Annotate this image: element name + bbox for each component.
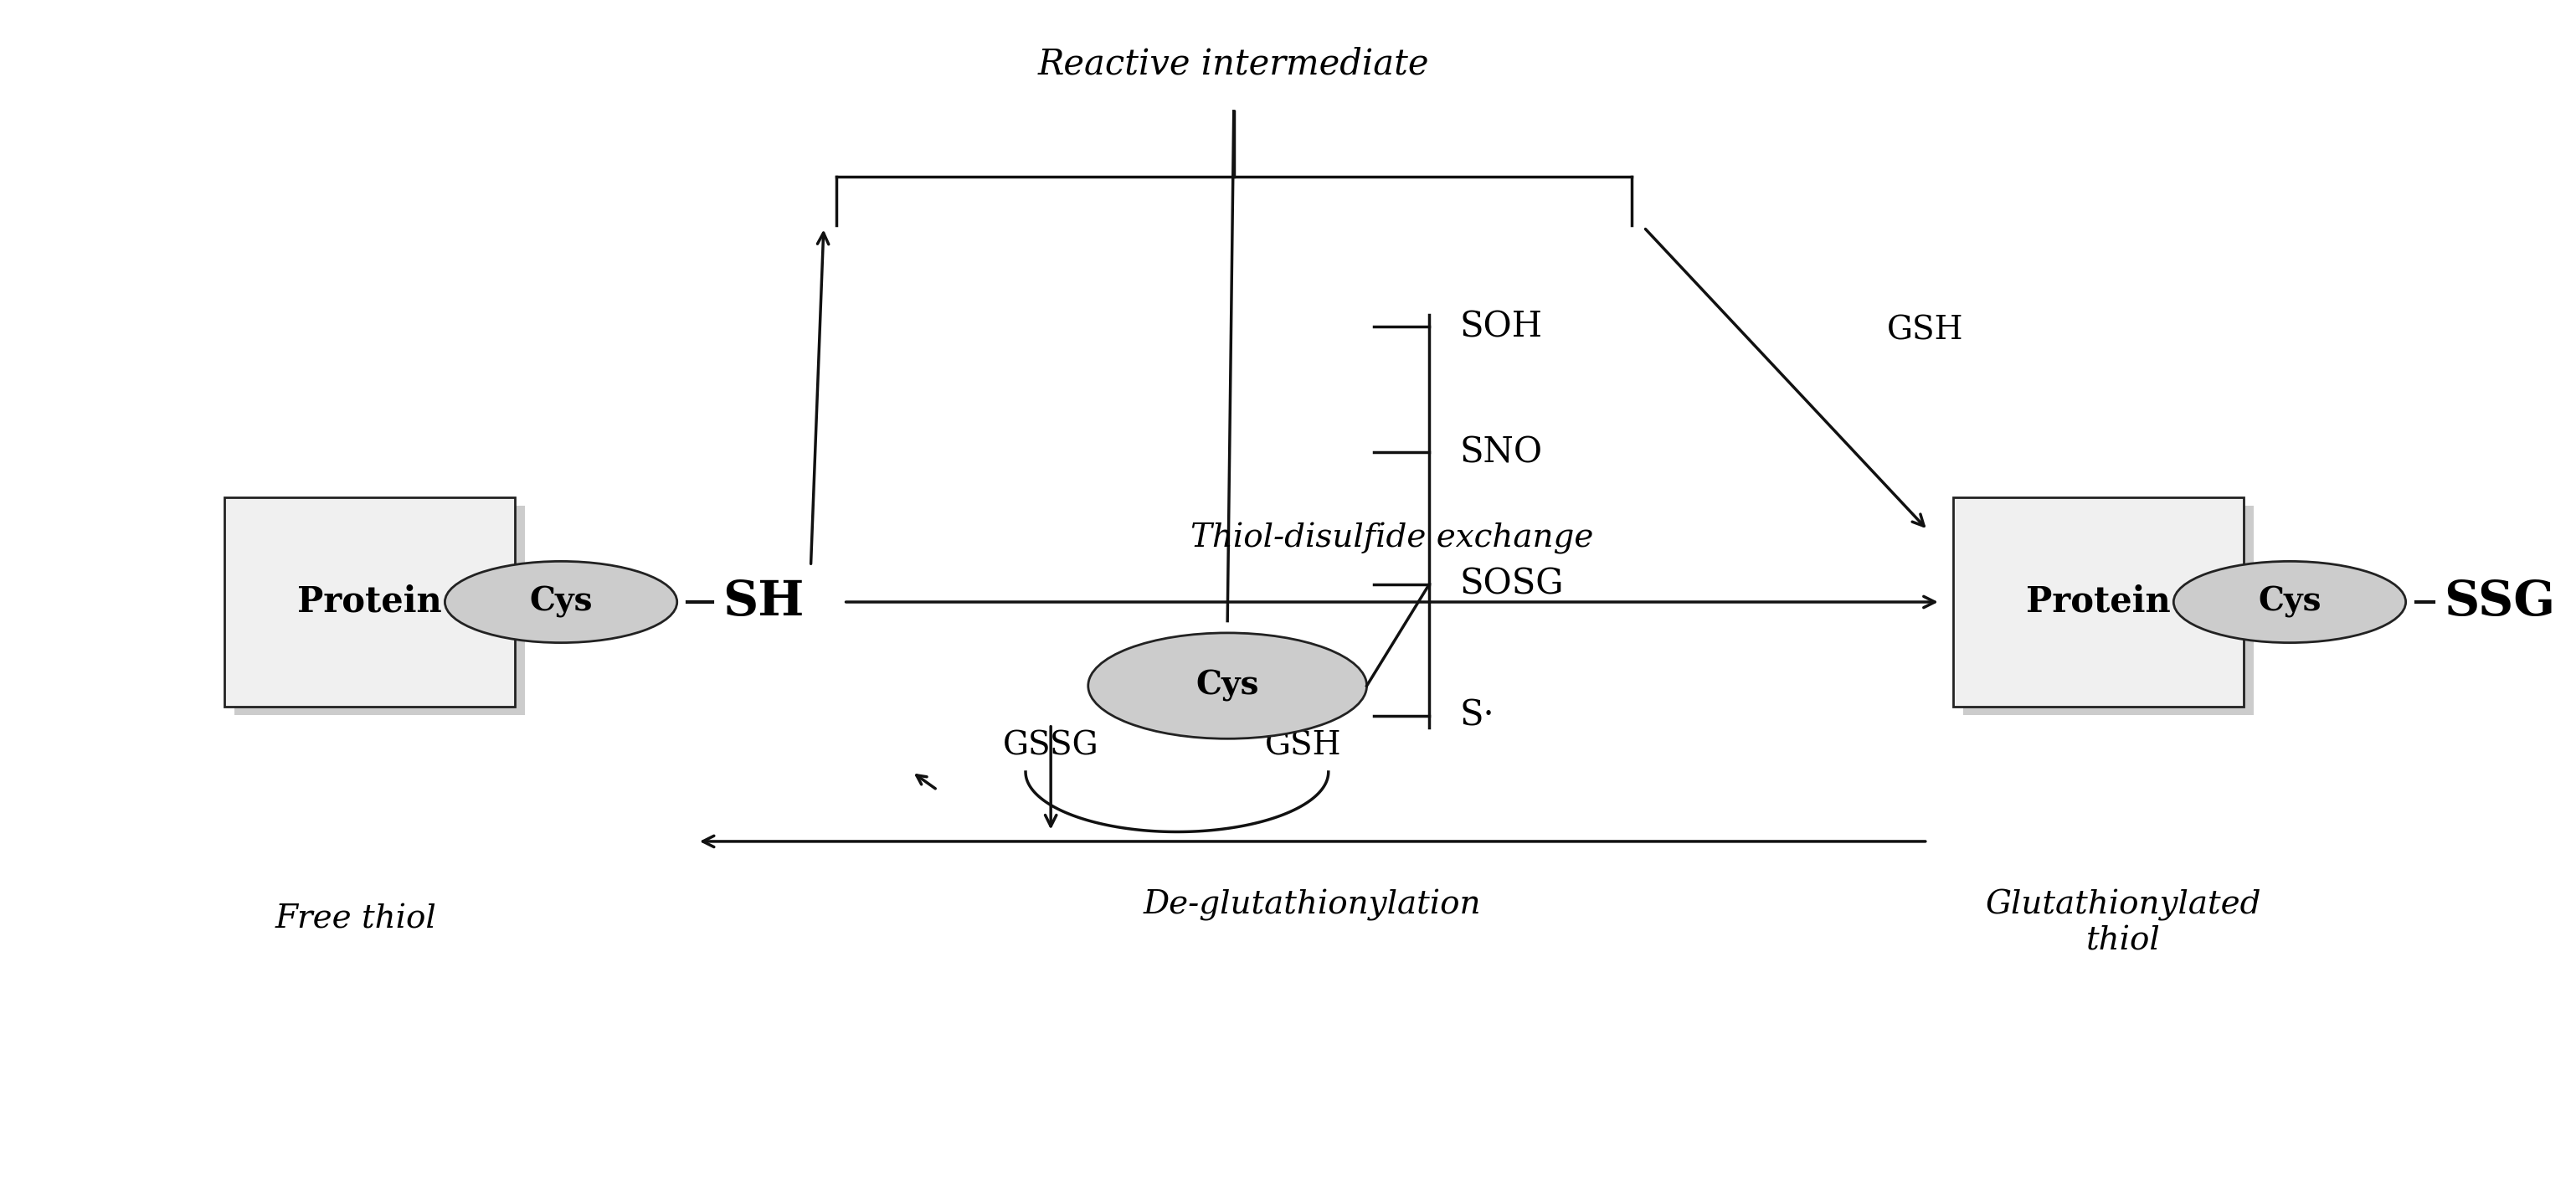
Text: De-glutathionylation: De-glutathionylation [1144,890,1481,921]
Text: GSSG: GSSG [1002,730,1100,761]
Text: SH: SH [721,579,804,625]
Text: SOH: SOH [1461,309,1543,344]
Text: S·: S· [1461,698,1494,733]
Text: Protein: Protein [2025,584,2172,620]
Text: Glutathionylated
thiol: Glutathionylated thiol [1986,890,2262,957]
Text: GSH: GSH [1265,730,1342,761]
Text: SNO: SNO [1461,435,1543,470]
FancyBboxPatch shape [224,497,515,707]
FancyBboxPatch shape [1953,497,2244,707]
Text: Free thiol: Free thiol [276,904,435,934]
Text: Cys: Cys [528,586,592,618]
Text: Protein: Protein [296,584,440,620]
Text: GSH: GSH [1886,315,1963,347]
Text: Cys: Cys [2259,586,2321,618]
Ellipse shape [1087,633,1368,739]
Text: Cys: Cys [1195,669,1260,702]
Text: SSG: SSG [2445,579,2555,625]
Ellipse shape [2174,561,2406,643]
FancyBboxPatch shape [1963,506,2254,715]
FancyBboxPatch shape [234,506,526,715]
Ellipse shape [446,561,677,643]
Text: SOSG: SOSG [1461,566,1564,602]
Text: Reactive intermediate: Reactive intermediate [1038,46,1430,82]
Text: Thiol-disulfide exchange: Thiol-disulfide exchange [1190,523,1595,554]
